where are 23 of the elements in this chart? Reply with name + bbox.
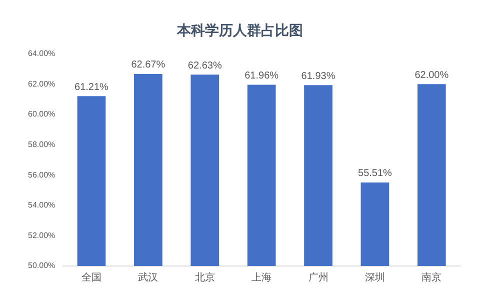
x-tick-label: 广州 bbox=[308, 272, 328, 284]
x-tick-label: 全国 bbox=[81, 272, 102, 284]
y-tick-label: 50.00% bbox=[28, 261, 56, 270]
y-tick-label: 56.00% bbox=[28, 170, 56, 180]
data-label: 61.96% bbox=[244, 70, 279, 82]
y-tick-label: 52.00% bbox=[28, 230, 56, 240]
y-tick-label: 60.00% bbox=[28, 110, 56, 119]
x-tick-label: 武汉 bbox=[138, 272, 158, 284]
data-label: 61.21% bbox=[74, 82, 109, 93]
y-tick-label: 64.00% bbox=[28, 49, 56, 58]
data-label: 61.93% bbox=[301, 70, 336, 82]
x-tick-label: 深圳 bbox=[364, 272, 385, 284]
data-label: 55.51% bbox=[358, 168, 392, 180]
data-label: 62.63% bbox=[188, 60, 222, 72]
y-tick-label: 58.00% bbox=[28, 140, 56, 149]
chart-title: 本科学历人群占比图 bbox=[176, 23, 303, 40]
y-tick-label: 62.00% bbox=[28, 79, 56, 88]
x-tick-label: 北京 bbox=[194, 272, 215, 284]
y-tick-label: 54.00% bbox=[28, 200, 56, 210]
x-tick-label: 南京 bbox=[422, 272, 442, 284]
x-tick-label: 上海 bbox=[252, 272, 272, 284]
data-label: 62.00% bbox=[414, 70, 449, 81]
data-label: 62.67% bbox=[131, 60, 166, 71]
